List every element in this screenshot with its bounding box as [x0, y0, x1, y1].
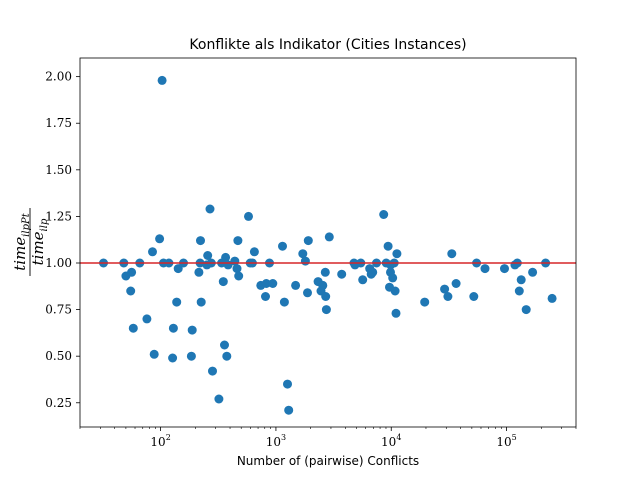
data-point — [392, 249, 402, 259]
x-axis-label: Number of (pairwise) Conflicts — [237, 454, 419, 468]
x-axis: 102 103 104 105 — [79, 427, 577, 449]
data-point — [194, 267, 204, 277]
data-point — [187, 325, 197, 335]
data-point — [220, 340, 229, 350]
data-point — [268, 279, 278, 288]
data-point — [528, 267, 538, 277]
y-tick-label: 1.00 — [45, 256, 72, 270]
data-point — [196, 236, 205, 246]
data-point — [298, 249, 308, 259]
svg-text:timeilpPt: timeilpPt — [11, 212, 32, 270]
x-tick-label: 103 — [266, 433, 286, 449]
data-point — [284, 405, 294, 415]
data-point — [232, 264, 242, 274]
data-point — [303, 288, 312, 298]
data-point — [500, 264, 509, 274]
y-tick-label: 1.25 — [45, 209, 72, 223]
y-tick-label: 0.50 — [45, 349, 72, 363]
y-axis: 0.25 0.50 0.75 1.00 1.25 1.50 1.75 2.00 — [45, 70, 80, 410]
data-point — [337, 269, 347, 279]
data-point — [514, 286, 524, 296]
data-point — [221, 252, 231, 262]
data-point — [148, 247, 157, 257]
data-point — [321, 292, 331, 301]
plot-area — [80, 75, 576, 415]
data-point — [157, 75, 167, 85]
data-point — [358, 275, 368, 285]
data-point — [203, 251, 213, 260]
data-point — [233, 236, 243, 246]
data-point — [155, 234, 165, 244]
data-point — [244, 211, 253, 221]
data-point — [480, 264, 490, 274]
svg-text:timeilp: timeilp — [29, 218, 50, 265]
data-point — [261, 279, 271, 288]
x-tick-label: 104 — [381, 433, 401, 449]
data-point — [383, 241, 393, 251]
data-point — [443, 292, 453, 301]
data-point — [126, 286, 136, 296]
data-point — [261, 292, 270, 301]
data-point — [547, 293, 557, 303]
x-tick-label: 105 — [496, 433, 516, 449]
data-point — [320, 267, 330, 277]
x-tick-label: 102 — [150, 433, 170, 449]
data-point — [420, 297, 430, 307]
data-point — [303, 236, 313, 246]
data-point — [291, 280, 301, 290]
data-point — [283, 379, 292, 389]
y-tick-label: 0.75 — [45, 303, 72, 317]
data-point — [321, 305, 331, 315]
y-axis-label: timeilpPt timeilp — [11, 208, 50, 276]
y-tick-label: 1.50 — [45, 163, 72, 177]
data-point — [379, 210, 389, 219]
data-point — [168, 323, 178, 333]
axes-frame — [79, 57, 577, 428]
data-point — [440, 284, 450, 294]
data-point — [388, 273, 398, 283]
data-point — [318, 280, 328, 290]
y-label-denominator-sub: ilp — [39, 218, 50, 231]
data-point — [391, 308, 401, 318]
data-point — [521, 305, 531, 315]
data-point — [218, 277, 228, 287]
data-point — [516, 275, 526, 285]
data-point — [451, 279, 461, 288]
data-point — [208, 366, 217, 376]
data-point — [168, 353, 178, 363]
data-point — [324, 232, 334, 242]
y-label-numerator-sub: ilpPt — [21, 212, 32, 237]
data-point — [234, 271, 244, 281]
data-point — [300, 256, 310, 266]
data-point — [390, 286, 400, 296]
data-point — [172, 297, 182, 307]
data-point — [127, 267, 137, 277]
data-point — [205, 204, 215, 214]
y-label-numerator: time — [11, 237, 29, 271]
data-point — [128, 323, 138, 333]
data-point — [249, 247, 259, 257]
data-point — [279, 297, 289, 307]
y-tick-label: 2.00 — [45, 70, 72, 84]
y-label-denominator: time — [29, 231, 47, 265]
data-point — [368, 267, 378, 277]
y-tick-label: 0.25 — [45, 396, 72, 410]
data-point — [142, 314, 152, 324]
y-tick-label: 1.75 — [45, 116, 72, 130]
chart-title: Konflikte als Indikator (Cities Instance… — [189, 37, 466, 53]
data-point — [173, 264, 183, 274]
data-point — [214, 394, 224, 404]
data-point — [278, 241, 287, 251]
data-point — [222, 351, 232, 361]
data-point — [447, 249, 457, 259]
data-point — [186, 351, 196, 361]
data-point — [196, 297, 206, 307]
data-point — [149, 349, 159, 359]
data-point — [469, 292, 479, 301]
